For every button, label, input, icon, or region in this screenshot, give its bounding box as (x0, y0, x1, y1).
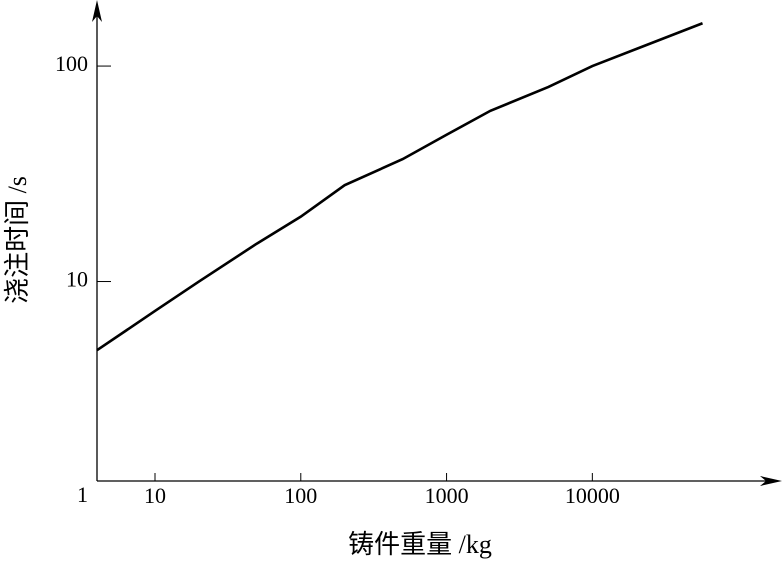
y-axis-arrow (92, 0, 102, 22)
x-axis-label: 铸件重量 /kg (348, 530, 492, 559)
x-axis-arrow (760, 476, 782, 486)
y-axis-label: 浇注时间 /s (3, 176, 32, 304)
data-line (96, 22, 703, 352)
x-tick-label: 100 (284, 483, 317, 508)
y-tick-label: 1 (77, 482, 88, 507)
y-tick-label: 10 (66, 267, 88, 292)
x-tick-label: 10 (144, 483, 166, 508)
y-tick-label: 100 (55, 51, 88, 76)
x-tick-label: 10000 (565, 483, 620, 508)
x-tick-label: 1000 (425, 483, 469, 508)
